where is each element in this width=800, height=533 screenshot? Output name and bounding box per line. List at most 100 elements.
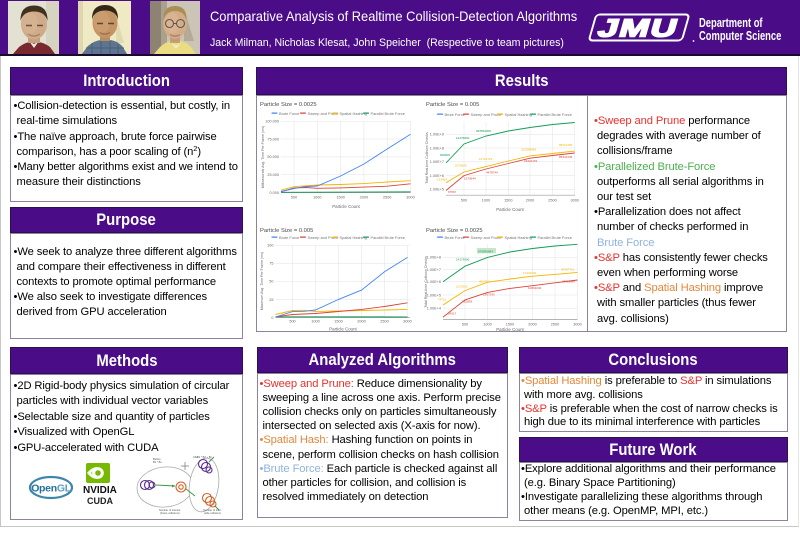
svg-text:500: 500 (289, 320, 295, 324)
svg-text:85941235: 85941235 (559, 155, 573, 159)
svg-text:CUDA: CUDA (87, 496, 113, 506)
svg-text:3000: 3000 (406, 196, 414, 200)
svg-text:Spatial Hashing: Spatial Hashing (340, 235, 367, 240)
svg-text:B1 * Bn: B1 * Bn (153, 460, 162, 464)
svg-text:500: 500 (291, 196, 297, 200)
svg-text:Sweep and Prune: Sweep and Prune (308, 235, 339, 240)
svg-text:1.00E+7: 1.00E+7 (427, 268, 441, 272)
svg-text:2000: 2000 (357, 320, 365, 324)
svg-text:Parallel Brute Force: Parallel Brute Force (538, 235, 572, 240)
svg-text:10663234: 10663234 (528, 286, 542, 290)
svg-text:17440292: 17440292 (523, 271, 537, 275)
svg-text:1.00E+4: 1.00E+4 (427, 307, 441, 311)
svg-text:1500: 1500 (334, 320, 342, 324)
svg-text:Particle Size = 0.0025: Particle Size = 0.0025 (260, 102, 317, 108)
svg-text:500: 500 (461, 199, 467, 203)
svg-text:97567: 97567 (448, 190, 457, 194)
svg-text:Sweep and Prune: Sweep and Prune (471, 235, 502, 240)
svg-text:2000: 2000 (528, 323, 536, 327)
svg-text:Brute Force: Brute Force (279, 111, 299, 116)
svg-text:1000: 1000 (311, 320, 319, 324)
svg-text:3000: 3000 (403, 320, 411, 324)
svg-text:Number of interest: Number of interest (203, 508, 221, 512)
svg-text:Total Real-time Collision Chec: Total Real-time Collision Checks (424, 256, 428, 308)
svg-text:49787711: 49787711 (561, 268, 574, 272)
svg-text:994560000: 994560000 (476, 129, 491, 133)
svg-text:Sweep and Prune: Sweep and Prune (308, 111, 339, 116)
svg-text:75: 75 (269, 262, 273, 266)
svg-text:Spatial Hashing: Spatial Hashing (340, 111, 367, 116)
svg-text:Spatial Hashing: Spatial Hashing (505, 235, 532, 240)
svg-text:2275664: 2275664 (455, 164, 467, 168)
svg-text:1500: 1500 (506, 323, 514, 327)
svg-text:After: After (193, 455, 199, 459)
svg-text:Particle Size = 0.0025: Particle Size = 0.0025 (426, 228, 483, 234)
svg-text:1.00E+9: 1.00E+9 (430, 133, 444, 137)
svg-text:0.000: 0.000 (269, 191, 279, 195)
svg-text:1.00E+5: 1.00E+5 (427, 293, 441, 297)
svg-text:98710456: 98710456 (559, 143, 573, 147)
svg-text:Spatial Hashing: Spatial Hashing (505, 112, 532, 117)
svg-text:2500: 2500 (380, 320, 388, 324)
svg-text:25.000: 25.000 (267, 173, 279, 177)
svg-text:909900: 909900 (440, 153, 450, 157)
svg-text:Parallel Brute Force: Parallel Brute Force (371, 235, 405, 240)
svg-text:Sweep and Prune: Sweep and Prune (471, 112, 502, 117)
svg-text:(frame collisions): (frame collisions) (160, 511, 180, 515)
svg-text:100.000: 100.000 (265, 120, 279, 124)
svg-text:Brute Force: Brute Force (445, 235, 465, 240)
svg-text:Total Real-time Collision Chec: Total Real-time Collision Checks (425, 132, 429, 184)
svg-text:3000: 3000 (573, 323, 581, 327)
svg-text:1000: 1000 (483, 323, 491, 327)
svg-text:14173000: 14173000 (456, 258, 470, 262)
svg-text:1500: 1500 (504, 199, 512, 203)
svg-text:24517: 24517 (448, 312, 457, 316)
svg-text:2500: 2500 (383, 196, 391, 200)
svg-text:Particle Size = 0.005: Particle Size = 0.005 (260, 228, 313, 234)
svg-text:1.00E+5: 1.00E+5 (430, 188, 444, 192)
svg-text:Number of interest: Number of interest (159, 508, 181, 512)
svg-text:25: 25 (269, 298, 273, 302)
svg-text:1000: 1000 (482, 199, 490, 203)
svg-text:Parallel Brute Force: Parallel Brute Force (371, 111, 405, 116)
svg-text:2500: 2500 (548, 199, 556, 203)
svg-text:Particle Count: Particle Count (329, 327, 357, 332)
svg-text:Maximum Avg. Time Per Frame (m: Maximum Avg. Time Per Frame (ms) (260, 252, 264, 310)
svg-text:Milliseconds Avg. Time Per Fra: Milliseconds Avg. Time Per Frame (ms) (261, 126, 265, 188)
svg-text:Brute Force: Brute Force (279, 235, 299, 240)
svg-text:50.000: 50.000 (267, 155, 279, 159)
svg-text:Before: Before (153, 457, 161, 461)
svg-text:2500: 2500 (551, 323, 559, 327)
svg-text:133456: 133456 (437, 178, 447, 182)
svg-text:JMU: JMU (595, 14, 682, 42)
svg-text:(elite collisions): (elite collisions) (204, 511, 221, 515)
svg-text:NVIDIA: NVIDIA (83, 485, 117, 496)
svg-text:0: 0 (271, 316, 273, 320)
svg-text:14712723: 14712723 (479, 157, 493, 161)
svg-text:500: 500 (462, 323, 468, 327)
svg-text:74712: 74712 (438, 298, 447, 302)
svg-text:23719987: 23719987 (562, 280, 576, 284)
svg-text:1270644: 1270644 (464, 177, 476, 181)
svg-text:222598064: 222598064 (521, 148, 536, 152)
svg-text:4478744: 4478744 (486, 171, 498, 175)
svg-text:182838: 182838 (462, 300, 472, 304)
svg-text:1.00E+8: 1.00E+8 (430, 146, 444, 150)
svg-text:100: 100 (267, 244, 273, 248)
svg-text:3000: 3000 (570, 199, 578, 203)
svg-text:1.00E+7: 1.00E+7 (430, 160, 444, 164)
svg-text:970836864: 970836864 (478, 250, 493, 254)
svg-text:50: 50 (269, 280, 273, 284)
svg-text:14476800: 14476800 (456, 136, 470, 140)
svg-text:75.000: 75.000 (267, 137, 279, 141)
svg-text:2000: 2000 (526, 199, 534, 203)
svg-text:1500: 1500 (336, 196, 344, 200)
svg-text:4507911: 4507911 (479, 280, 491, 284)
svg-text:Particle Count: Particle Count (496, 207, 524, 212)
svg-text:Brute Force: Brute Force (445, 112, 465, 117)
svg-text:1.00E+6: 1.00E+6 (430, 174, 444, 178)
svg-text:1170292: 1170292 (456, 285, 468, 289)
svg-text:Parallel Brute Force: Parallel Brute Force (538, 112, 572, 117)
svg-text:Particle Count: Particle Count (496, 327, 524, 332)
svg-text:1.00E+6: 1.00E+6 (427, 280, 441, 284)
